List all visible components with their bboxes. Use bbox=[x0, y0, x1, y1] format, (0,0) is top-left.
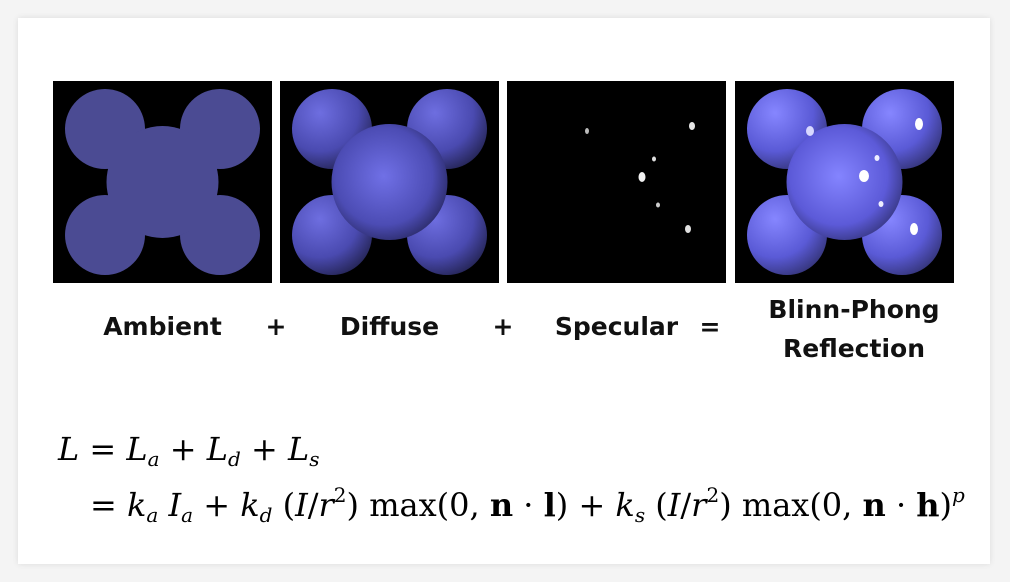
blinn-phong-label: Blinn-Phong Reflection bbox=[734, 290, 974, 368]
plus-operator: + bbox=[265, 312, 287, 341]
diffuse-panel bbox=[280, 81, 499, 283]
equals-operator: = bbox=[699, 312, 721, 341]
diffuse-label: Diffuse bbox=[339, 312, 440, 341]
slide: Ambient + Diffuse + Specular = Blinn-Pho… bbox=[18, 18, 990, 564]
equation-line-2: = ka Ia + kd (I/r2) max(0, n · l) + ks (… bbox=[90, 483, 965, 527]
blinn-phong-panel bbox=[735, 81, 954, 283]
diffuse-shape-image bbox=[292, 89, 487, 275]
blinn-phong-label-line2: Reflection bbox=[782, 334, 925, 363]
ambient-label: Ambient bbox=[103, 312, 222, 341]
specular-highlights-image bbox=[585, 122, 695, 233]
specular-panel bbox=[507, 81, 726, 283]
ambient-panel bbox=[53, 81, 272, 283]
blinn-phong-shape-image bbox=[747, 89, 942, 275]
equation-line-1: L = La + Ld + Ls bbox=[58, 430, 320, 471]
plus-operator: + bbox=[492, 312, 514, 341]
blinn-phong-label-line1: Blinn-Phong bbox=[768, 295, 940, 324]
specular-label: Specular bbox=[554, 312, 679, 341]
ambient-shape-image bbox=[65, 89, 260, 275]
